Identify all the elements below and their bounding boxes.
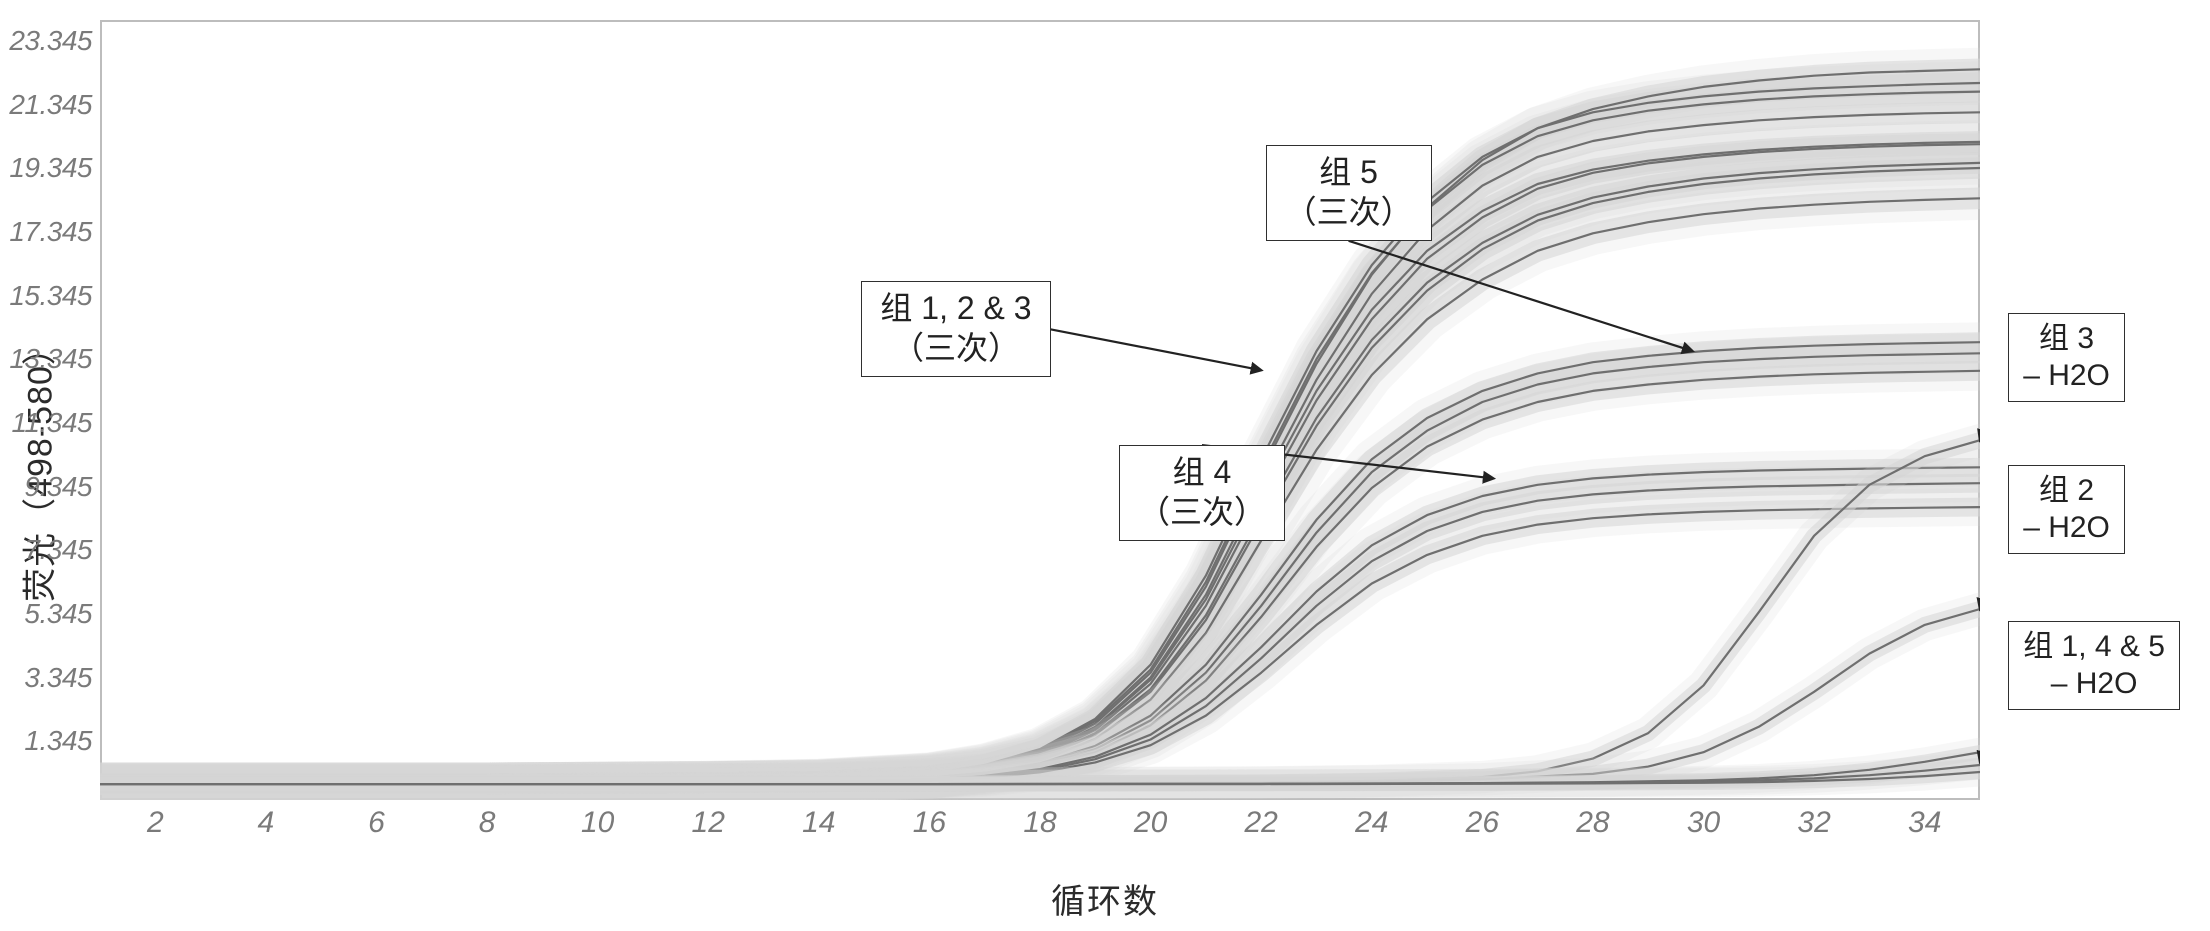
- y-tick-label: 17.345: [9, 216, 92, 248]
- y-tick-label: 11.345: [11, 407, 92, 439]
- curve-halo: [100, 353, 1980, 784]
- x-tick-label: 32: [1797, 806, 1830, 840]
- callout-line: （三次）: [1138, 494, 1266, 530]
- x-tick-label: 6: [368, 806, 385, 840]
- callout-h2o-group-3: 组 3 – H2O: [2008, 313, 2125, 402]
- y-tick-label: 15.345: [9, 280, 92, 312]
- x-axis-title: 循环数: [1051, 874, 1159, 923]
- figure: 荧光（498-580） 循环数 1.3453.3455.3457.3459.34…: [0, 0, 2210, 931]
- curve-halo: [100, 371, 1980, 784]
- y-tick-label: 13.345: [9, 343, 92, 375]
- curve-halo: [100, 342, 1980, 784]
- curve-line: [100, 371, 1980, 784]
- plot-svg: [100, 20, 1980, 800]
- x-tick-label: 30: [1687, 806, 1720, 840]
- callout-group-4: 组 4 （三次）: [1119, 445, 1285, 541]
- callout-line: 组 1, 4 & 5: [2023, 630, 2165, 663]
- x-tick-label: 24: [1355, 806, 1388, 840]
- callout-line: 组 5: [1319, 154, 1378, 190]
- x-tick-label: 26: [1466, 806, 1499, 840]
- y-tick-label: 1.345: [24, 725, 92, 757]
- callout-line: 组 1, 2 & 3: [880, 290, 1031, 326]
- callout-arrow: [1050, 329, 1261, 370]
- x-tick-label: 10: [581, 806, 614, 840]
- y-tick-label: 5.345: [24, 598, 92, 630]
- callout-h2o-group-2: 组 2 – H2O: [2008, 465, 2125, 554]
- callout-line: – H2O: [2023, 511, 2110, 544]
- y-tick-label: 19.345: [9, 152, 92, 184]
- x-tick-label: 34: [1908, 806, 1941, 840]
- x-tick-label: 22: [1244, 806, 1277, 840]
- x-tick-label: 20: [1134, 806, 1167, 840]
- x-tick-label: 12: [692, 806, 725, 840]
- callout-line: 组 4: [1173, 454, 1232, 490]
- callout-group-5: 组 5 （三次）: [1266, 145, 1432, 241]
- callout-line: （三次）: [1285, 194, 1413, 230]
- x-tick-label: 16: [913, 806, 946, 840]
- callout-line: – H2O: [2023, 359, 2110, 392]
- curve-halo: [100, 342, 1980, 784]
- y-tick-label: 7.345: [24, 534, 92, 566]
- curve-line: [100, 342, 1980, 784]
- callout-group-1-2-3: 组 1, 2 & 3 （三次）: [861, 281, 1050, 377]
- callout-line: （三次）: [892, 330, 1020, 366]
- callout-line: – H2O: [2051, 667, 2138, 700]
- callout-line: 组 2: [2039, 474, 2094, 507]
- x-tick-label: 18: [1023, 806, 1056, 840]
- plot: 1.3453.3455.3457.3459.34511.34513.34515.…: [100, 20, 1980, 800]
- y-tick-label: 21.345: [9, 89, 92, 121]
- y-tick-label: 9.345: [24, 471, 92, 503]
- x-tick-label: 14: [802, 806, 835, 840]
- callout-line: 组 3: [2039, 322, 2094, 355]
- curve-line: [100, 353, 1980, 784]
- curve-halo: [100, 353, 1980, 784]
- x-tick-label: 28: [1576, 806, 1609, 840]
- callout-h2o-group-1-4-5: 组 1, 4 & 5 – H2O: [2008, 621, 2180, 710]
- y-tick-label: 23.345: [9, 25, 92, 57]
- x-tick-label: 2: [147, 806, 164, 840]
- x-tick-label: 8: [479, 806, 496, 840]
- curve-halo: [100, 371, 1980, 784]
- y-tick-label: 3.345: [24, 662, 92, 694]
- x-tick-label: 4: [258, 806, 275, 840]
